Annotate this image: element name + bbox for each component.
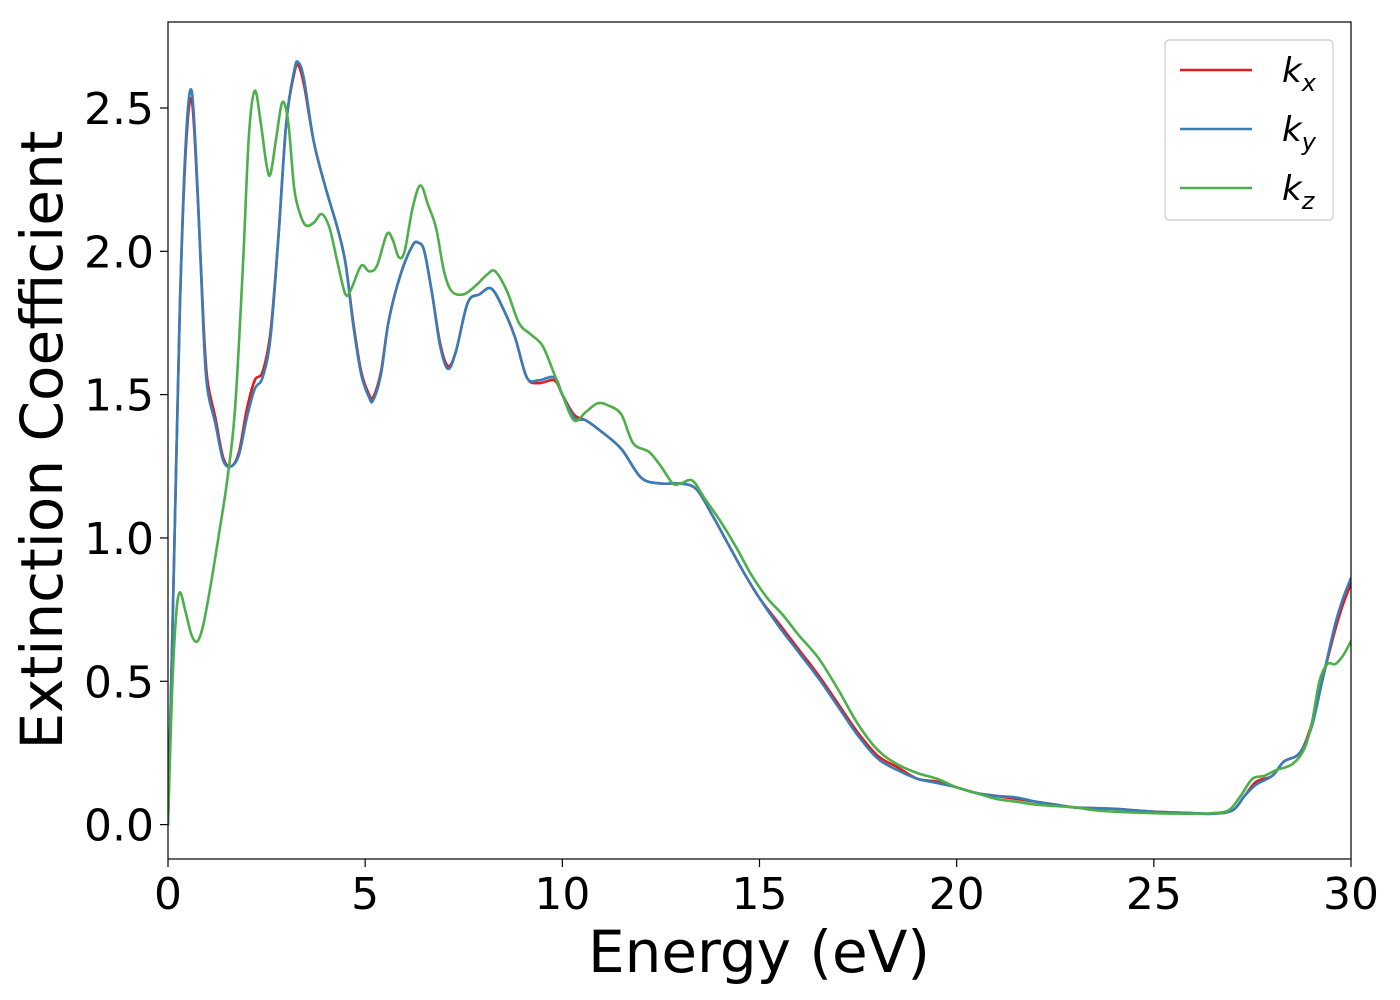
y-tick-label: 1.5 [84, 371, 154, 422]
x-tick-label: 15 [732, 869, 788, 920]
x-tick-label: 30 [1323, 869, 1379, 920]
y-axis: 0.0 0.5 1.0 1.5 2.0 2.5 [84, 84, 168, 852]
x-tick-label: 0 [154, 869, 182, 920]
series-line-k-z [168, 89, 1351, 826]
y-axis-label: Extinction Coefficient [8, 131, 76, 750]
y-tick-label: 2.0 [84, 227, 154, 278]
y-tick-label: 0.0 [84, 801, 154, 852]
y-tick-label: 2.5 [84, 84, 154, 135]
x-axis: 0 5 10 15 20 25 30 [154, 859, 1379, 920]
y-tick-label: 0.5 [84, 657, 154, 708]
x-tick-label: 25 [1126, 869, 1182, 920]
x-tick-label: 10 [534, 869, 590, 920]
y-tick-label: 1.0 [84, 514, 154, 565]
x-tick-label: 20 [929, 869, 985, 920]
x-axis-label: Energy (eV) [588, 918, 930, 986]
plot-background [168, 22, 1351, 859]
series-layer [168, 60, 1351, 826]
x-tick-label: 5 [351, 869, 379, 920]
